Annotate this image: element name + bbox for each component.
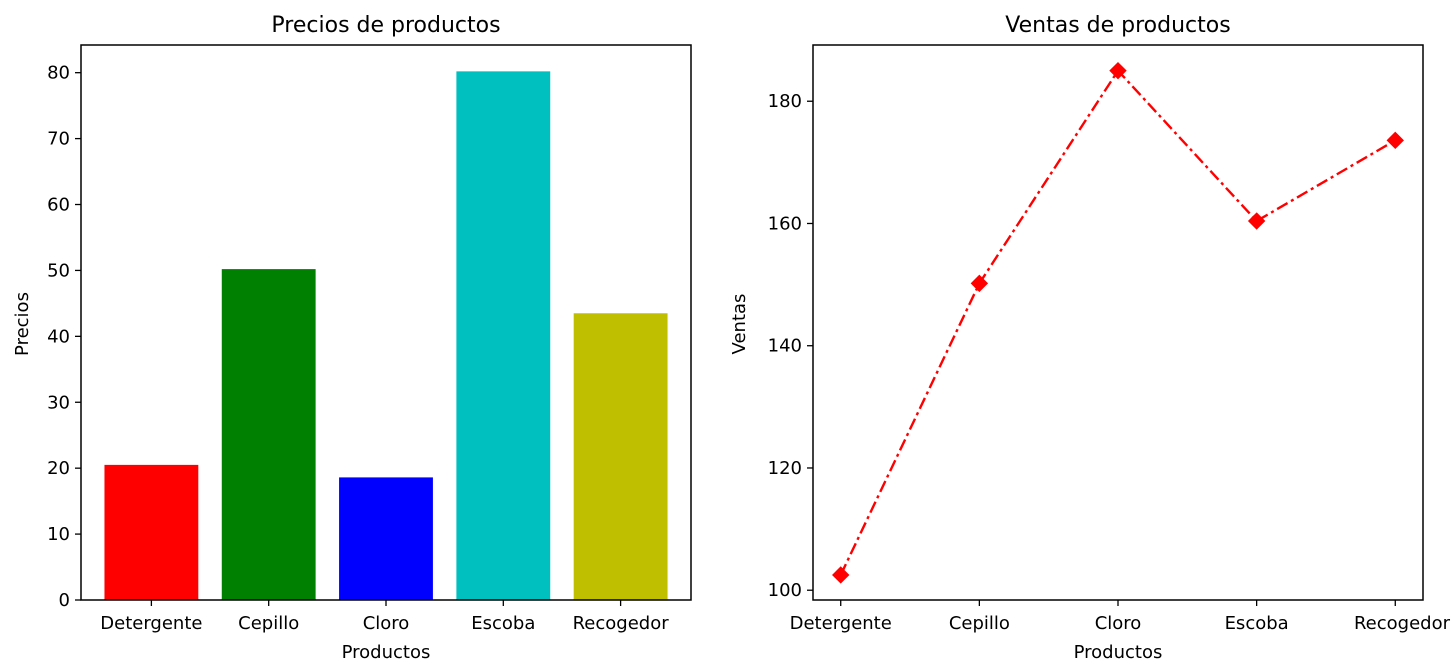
line-chart-x-axis: Detergente Cepillo Cloro Escoba Recogedor: [790, 600, 1451, 634]
y-tick-label: 20: [47, 458, 70, 479]
x-tick-label: Escoba: [471, 613, 535, 634]
bar-escoba: [456, 71, 551, 601]
point-cepillo: [970, 274, 989, 293]
bar-chart-precios: Precios de productos Productos Precios 0…: [12, 13, 692, 663]
line-chart-y-axis: 100 120 140 160 180: [768, 91, 813, 601]
bar-chart-ylabel: Precios: [12, 292, 33, 356]
point-escoba: [1247, 212, 1266, 230]
line-series: [832, 61, 1404, 584]
bar-chart-title: Precios de productos: [271, 13, 500, 38]
x-tick-label: Recogedor: [573, 613, 670, 634]
y-tick-label: 160: [768, 213, 802, 234]
bar-detergente: [104, 464, 199, 600]
x-tick-label: Cepillo: [949, 613, 1010, 634]
point-detergente: [832, 566, 850, 584]
bar-recogedor: [573, 313, 668, 600]
y-tick-label: 30: [47, 392, 70, 413]
y-tick-label: 50: [47, 260, 70, 281]
x-tick-label: Cloro: [363, 613, 410, 634]
y-tick-label: 70: [47, 129, 70, 150]
bar-chart-y-axis: 0 10 20 30 40 50 60 70 80: [47, 63, 81, 611]
bar-chart-x-axis: Detergente Cepillo Cloro Escoba Recogedor: [100, 600, 669, 634]
bar-chart-xlabel: Productos: [342, 642, 431, 663]
y-tick-label: 80: [47, 63, 70, 84]
point-recogedor: [1386, 131, 1404, 150]
x-tick-label: Detergente: [100, 613, 202, 634]
line-chart-title: Ventas de productos: [1005, 13, 1230, 38]
y-tick-label: 40: [47, 326, 70, 347]
line-chart-axes-frame: [812, 44, 1424, 601]
y-tick-label: 60: [47, 195, 70, 216]
y-tick-label: 140: [768, 336, 802, 357]
bar-cloro: [339, 477, 433, 600]
y-tick-label: 120: [768, 458, 802, 479]
point-cloro: [1109, 61, 1127, 80]
x-tick-label: Recogedor: [1354, 613, 1451, 634]
line-chart-xlabel: Productos: [1074, 642, 1163, 663]
y-tick-label: 100: [768, 580, 802, 601]
x-tick-label: Cloro: [1095, 613, 1142, 634]
bar-series: [104, 71, 668, 601]
y-tick-label: 0: [59, 590, 70, 611]
bar-chart-axes-frame: [80, 44, 692, 601]
line-chart-ventas: Ventas de productos Productos Ventas 100…: [729, 13, 1451, 663]
x-tick-label: Detergente: [790, 613, 892, 634]
x-tick-label: Escoba: [1225, 613, 1289, 634]
y-tick-label: 10: [47, 524, 70, 545]
y-tick-label: 180: [768, 91, 802, 112]
bar-cepillo: [221, 269, 316, 600]
line-chart-ylabel: Ventas: [729, 294, 750, 355]
ventas-line: [839, 68, 1396, 576]
x-tick-label: Cepillo: [238, 613, 299, 634]
